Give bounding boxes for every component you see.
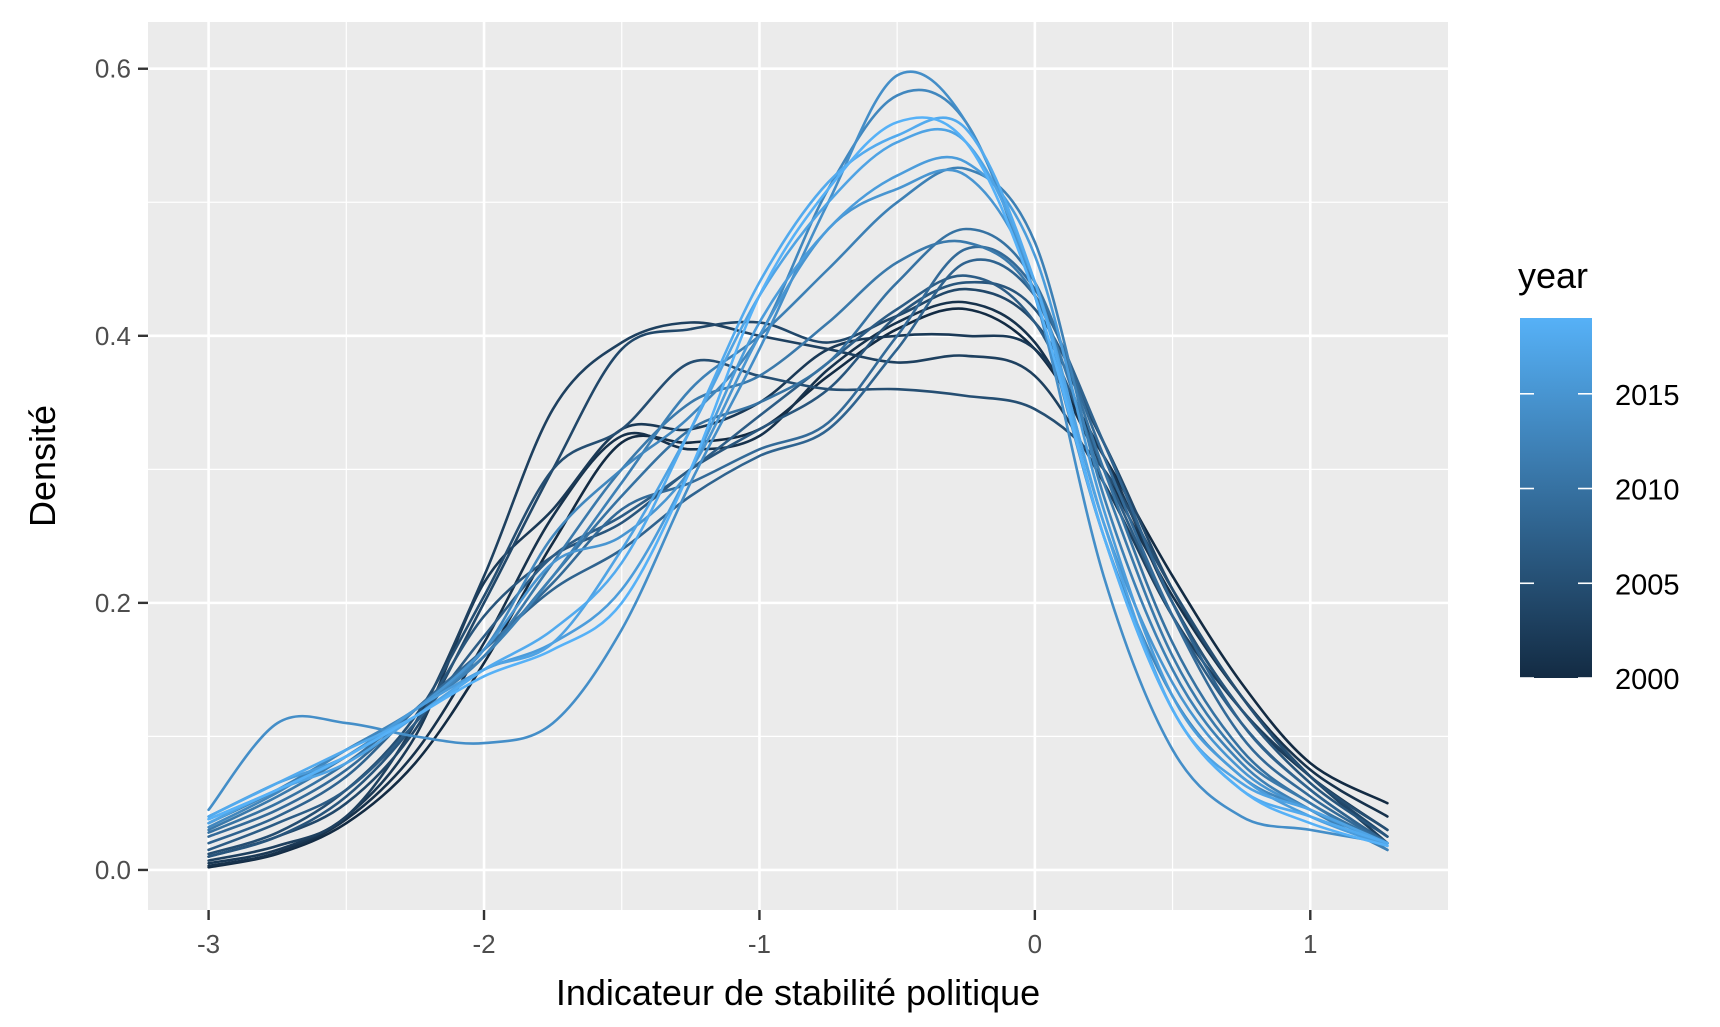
y-tick-label: 0.6 xyxy=(95,54,131,84)
legend-ticks: 2000 2005 2010 2015 xyxy=(1520,380,1680,696)
density-line-2000 xyxy=(207,307,1389,869)
x-tick-label: -3 xyxy=(197,929,220,959)
y-tick-label: 0.0 xyxy=(95,855,131,885)
density-line-2016 xyxy=(207,155,1389,848)
x-tick-label: 0 xyxy=(1028,929,1042,959)
x-axis: -3 -2 -1 0 1 xyxy=(197,910,1318,959)
x-tick-label: -2 xyxy=(472,929,495,959)
x-axis-title: Indicateur de stabilité politique xyxy=(556,972,1040,1013)
plot-panel xyxy=(148,22,1448,910)
y-tick-label: 0.2 xyxy=(95,588,131,618)
grid-minor xyxy=(148,22,1448,910)
grid-major xyxy=(148,22,1448,910)
legend-label: 2010 xyxy=(1615,475,1680,507)
legend: year 2000 2005 2010 2015 xyxy=(1518,255,1680,696)
x-tick-label: -1 xyxy=(748,929,771,959)
legend-title: year xyxy=(1518,255,1588,296)
x-tick-label: 1 xyxy=(1303,929,1317,959)
density-lines xyxy=(207,70,1389,869)
y-axis: 0.0 0.2 0.4 0.6 xyxy=(95,54,148,885)
legend-label: 2005 xyxy=(1615,569,1680,601)
density-line-2019 xyxy=(207,116,1389,848)
y-tick-label: 0.4 xyxy=(95,321,131,351)
y-axis-title: Densité xyxy=(22,405,63,527)
legend-label: 2000 xyxy=(1615,664,1680,696)
legend-label: 2015 xyxy=(1615,380,1680,412)
legend-colorbar xyxy=(1520,318,1592,678)
